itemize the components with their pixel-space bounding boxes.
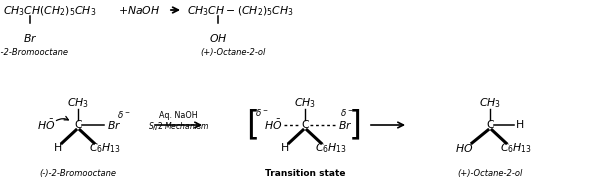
Text: C: C — [486, 120, 494, 130]
Text: (+)-Octane-2-ol: (+)-Octane-2-ol — [200, 48, 266, 57]
Text: H: H — [54, 143, 62, 153]
Text: (+)-Octane-2-ol: (+)-Octane-2-ol — [457, 169, 523, 178]
Text: $\delta^-$: $\delta^-$ — [117, 110, 131, 120]
Text: ]: ] — [349, 108, 361, 142]
Text: $OH$: $OH$ — [209, 32, 227, 44]
Text: $+ NaOH$: $+ NaOH$ — [118, 4, 160, 16]
Text: $C_6H_{13}$: $C_6H_{13}$ — [315, 141, 347, 155]
Text: (-)-2-Bromooctane: (-)-2-Bromooctane — [0, 48, 68, 57]
Text: $CH_3CH(CH_2)_5CH_3$: $CH_3CH(CH_2)_5CH_3$ — [3, 4, 97, 18]
Text: H: H — [516, 120, 524, 130]
Text: C: C — [301, 120, 309, 130]
Text: $S_N2\ Mechanism$: $S_N2\ Mechanism$ — [148, 121, 209, 133]
Text: $Br$: $Br$ — [338, 119, 352, 131]
Text: $C_6H_{13}$: $C_6H_{13}$ — [500, 141, 532, 155]
Text: $CH_3$: $CH_3$ — [479, 96, 501, 110]
Text: $Br$: $Br$ — [23, 32, 37, 44]
Text: (-)-2-Bromooctane: (-)-2-Bromooctane — [40, 169, 116, 178]
Text: $\delta^-$: $\delta^-$ — [255, 107, 269, 117]
Text: $HO$: $HO$ — [455, 142, 473, 154]
Text: $C_6H_{13}$: $C_6H_{13}$ — [89, 141, 121, 155]
Text: $\delta^-$: $\delta^-$ — [340, 107, 354, 117]
Text: $CH_3CH-(CH_2)_5CH_3$: $CH_3CH-(CH_2)_5CH_3$ — [187, 4, 294, 18]
Text: Aq. NaOH: Aq. NaOH — [159, 112, 198, 120]
Text: C: C — [74, 120, 82, 130]
Text: $H\bar{O}$: $H\bar{O}$ — [37, 118, 55, 132]
Text: H: H — [281, 143, 289, 153]
Text: $H\bar{O}$: $H\bar{O}$ — [264, 118, 282, 132]
Text: $CH_3$: $CH_3$ — [294, 96, 316, 110]
Text: Transition state: Transition state — [265, 169, 345, 178]
Text: $Br$: $Br$ — [107, 119, 121, 131]
Text: $CH_3$: $CH_3$ — [67, 96, 89, 110]
FancyArrowPatch shape — [56, 116, 68, 121]
Text: [: [ — [247, 108, 260, 142]
